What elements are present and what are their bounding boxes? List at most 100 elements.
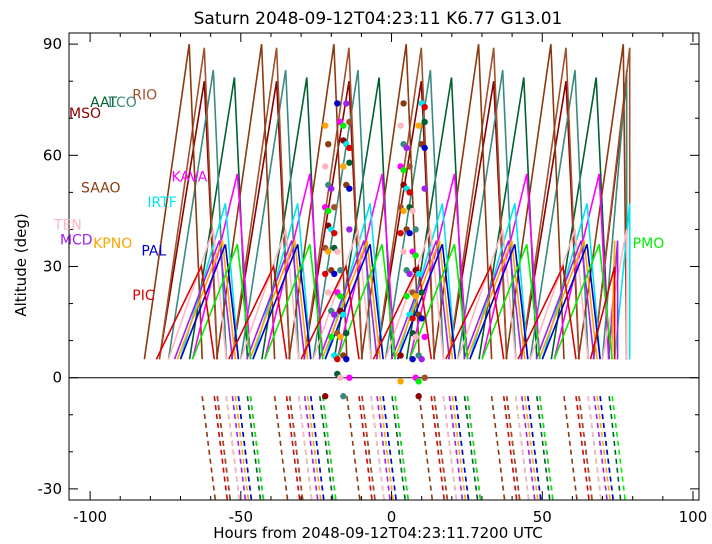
altitude-curve-pic [155, 263, 616, 360]
target-marker [418, 315, 425, 322]
target-marker [412, 292, 419, 300]
target-marker [331, 311, 338, 318]
altitude-curve-pal [179, 244, 601, 360]
below-horizon-saao [201, 396, 578, 501]
y-tick-label: 0 [52, 369, 62, 387]
observatory-label-ten: TEN [53, 217, 82, 233]
target-marker [421, 118, 428, 126]
altitude-curve-ten [167, 229, 628, 360]
axes: -100 -50 0 50 100 -30 0 30 60 90 [38, 32, 708, 526]
y-tick-label: -30 [38, 480, 63, 498]
target-marker [400, 166, 407, 174]
target-marker [343, 355, 350, 363]
target-marker [421, 103, 428, 111]
target-marker [346, 374, 353, 381]
target-marker [328, 185, 335, 192]
target-marker [418, 355, 425, 363]
below-horizon-irtf [237, 396, 614, 501]
target-marker [397, 229, 404, 237]
observatory-label-kpno: KPNO [93, 236, 132, 252]
target-marker [322, 270, 329, 278]
target-marker [331, 270, 338, 278]
observatory-label-irtf: IRTF [147, 195, 176, 211]
below-horizon-mso [216, 396, 593, 501]
target-marker [328, 333, 335, 341]
target-marker [415, 122, 422, 129]
observatory-label-rio: RIO [132, 88, 157, 104]
observatory-label-pal: PAL [141, 243, 166, 259]
target-marker [415, 270, 422, 278]
target-marker [409, 207, 416, 215]
target-marker [421, 185, 428, 192]
target-marker [409, 315, 416, 322]
below-horizon-rio [216, 396, 593, 501]
altitude-curve-irtf [179, 203, 631, 360]
target-marker [421, 144, 428, 152]
below-horizon-mcd [231, 396, 608, 501]
x-tick-label: -100 [73, 508, 107, 526]
target-marker [343, 330, 350, 337]
target-marker [337, 267, 344, 274]
target-marker [421, 374, 428, 381]
target-marker [403, 292, 410, 300]
below-horizon-pal [237, 396, 614, 501]
below-horizon-kpno [234, 396, 611, 501]
target-marker [337, 333, 344, 341]
altitude-curve-aat [188, 77, 610, 360]
target-marker [415, 378, 422, 385]
target-marker [346, 185, 353, 192]
target-marker [418, 289, 425, 296]
below-horizon-pmo [249, 396, 626, 501]
altitude-curve-kava [191, 173, 610, 360]
observatory-label-mcd: MCD [60, 232, 93, 248]
target-marker [412, 333, 419, 341]
altitude-curve-rio [158, 47, 631, 360]
target-marker [397, 378, 404, 385]
target-marker [409, 355, 416, 363]
altitude-curve-pmo [191, 244, 613, 360]
target-marker [400, 207, 407, 215]
target-marker [334, 248, 341, 255]
x-tick-label: 100 [679, 508, 708, 526]
observatory-label-kava: KAVA [171, 169, 207, 185]
below-horizon-lco [225, 396, 602, 501]
target-marker [331, 203, 338, 211]
x-tick-label: 50 [533, 508, 552, 526]
target-marker [346, 144, 353, 152]
target-marker [400, 100, 407, 107]
chart-title: Saturn 2048-09-12T04:23:11 K6.77 G13.01 [194, 9, 563, 29]
altitude-curve-mcd [173, 240, 619, 360]
target-marker [322, 122, 329, 129]
altitude-curves [143, 43, 631, 501]
target-marker [337, 374, 344, 381]
target-marker [334, 100, 341, 107]
observatory-label-saao: SAAO [81, 180, 120, 196]
target-marker [346, 159, 353, 166]
target-marker [412, 252, 419, 259]
observatory-label-pmo: PMO [633, 236, 665, 252]
below-horizon-pic [213, 396, 590, 501]
altitude-curve-mso [158, 81, 628, 360]
target-marker [340, 311, 347, 318]
y-axis-label: Altitude (deg) [12, 213, 30, 316]
x-axis-label: Hours from 2048-09-12T04:23:11.7200 UTC [213, 524, 543, 542]
x-tick-label: 0 [387, 508, 397, 526]
target-marker [346, 226, 353, 233]
target-marker [322, 163, 329, 170]
target-marker [343, 100, 350, 107]
observatory-label-aat: AAT [90, 95, 117, 111]
below-horizon-kava [249, 396, 554, 501]
y-tick-label: 60 [43, 146, 62, 164]
y-tick-label: 90 [43, 35, 62, 53]
target-marker [331, 229, 338, 237]
target-marker [397, 122, 404, 129]
target-marker [406, 163, 413, 170]
below-horizon-ten [225, 396, 602, 501]
observatory-label-pic: PIC [132, 288, 155, 304]
target-marker [325, 207, 332, 215]
target-marker [334, 355, 341, 363]
y-tick-label: 30 [43, 258, 62, 276]
target-marker [325, 289, 332, 296]
